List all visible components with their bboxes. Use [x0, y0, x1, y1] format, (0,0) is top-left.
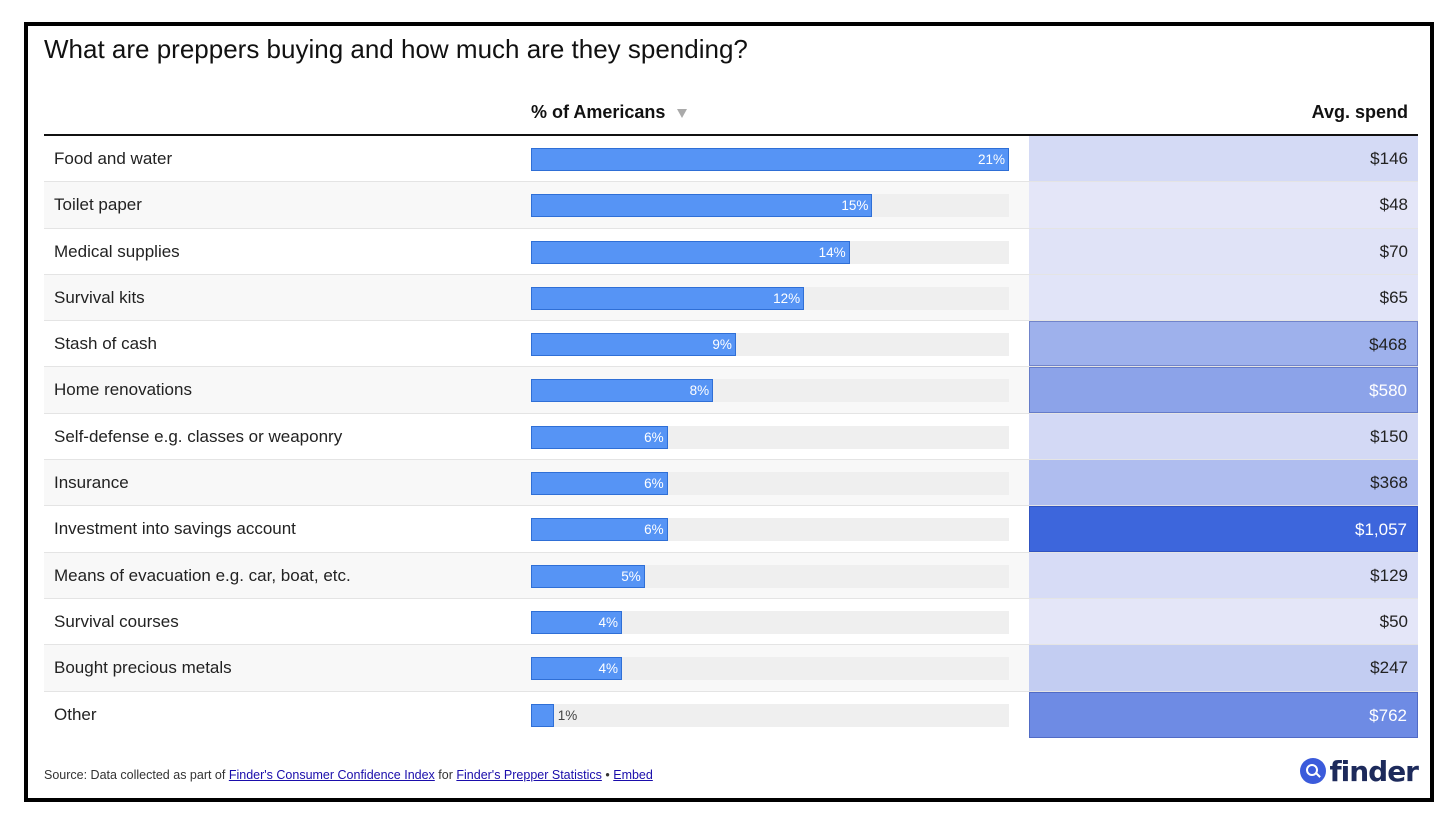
pct-value-label: 6%	[644, 429, 664, 445]
bar-track: 4%	[531, 610, 1009, 634]
pct-bar	[531, 703, 554, 727]
table-row: Bought precious metals 4% $247	[44, 645, 1418, 692]
row-label: Stash of cash	[54, 334, 158, 354]
pct-bar	[531, 425, 668, 449]
chart-title: What are preppers buying and how much ar…	[44, 34, 748, 64]
pct-value-label: 21%	[977, 152, 1005, 167]
avg-spend-cell: $1,057	[1029, 506, 1418, 552]
row-label: Bought precious metals	[54, 658, 232, 678]
pct-bar	[531, 610, 623, 634]
bar-track: 21%	[531, 148, 1009, 171]
table-row: Food and water 21% $146	[44, 136, 1418, 183]
chart-frame: What are preppers buying and how much ar…	[24, 22, 1434, 802]
avg-spend-cell: $146	[1029, 136, 1418, 182]
column-header-pct-label: % of Americans	[531, 102, 666, 122]
pct-bar	[531, 333, 736, 357]
pct-value-label: 5%	[621, 568, 641, 584]
avg-spend-cell: $65	[1029, 274, 1418, 321]
pct-bar	[531, 286, 805, 310]
pct-value-label: 8%	[689, 383, 710, 399]
bar-track: 1%	[531, 703, 1009, 727]
pct-value-label: 1%	[557, 707, 578, 723]
row-label: Survival courses	[54, 611, 179, 631]
table-row: Survival kits 12% $65	[44, 274, 1418, 322]
bar-track: 6%	[531, 425, 1009, 449]
bar-track: 6%	[531, 472, 1009, 496]
column-header-pct[interactable]: % of Americans	[531, 102, 688, 123]
bar-track: 6%	[531, 518, 1009, 542]
bar-track: 9%	[531, 333, 1009, 357]
bar-track: 15%	[531, 194, 1009, 218]
pct-value-label: 6%	[644, 522, 664, 538]
bar-track: 14%	[531, 240, 1009, 264]
table-row: Medical supplies 14% $70	[44, 228, 1418, 275]
row-label: Means of evacuation e.g. car, boat, etc.	[54, 565, 351, 585]
logo-text: finder	[1329, 754, 1419, 788]
table-row: Insurance 6% $368	[44, 460, 1418, 507]
bar-track: 5%	[531, 564, 1009, 588]
row-label: Self-defense e.g. classes or weaponry	[54, 426, 343, 446]
pct-value-label: 12%	[773, 290, 801, 306]
avg-spend-cell: $48	[1029, 182, 1418, 228]
embed-link[interactable]: Embed	[613, 768, 653, 782]
pct-value-label: 14%	[818, 244, 846, 260]
table-header: % of Americans Avg. spend	[44, 96, 1418, 136]
bar-track: 4%	[531, 657, 1009, 681]
sort-descending-icon[interactable]	[677, 108, 688, 118]
row-label: Survival kits	[54, 287, 145, 307]
pct-bar	[531, 148, 1009, 171]
pct-value-label: 6%	[644, 476, 664, 492]
pct-bar	[531, 518, 668, 542]
table-row: Stash of cash 9% $468	[44, 321, 1418, 368]
avg-spend-cell: $468	[1029, 321, 1418, 367]
consumer-confidence-link[interactable]: Finder's Consumer Confidence Index	[228, 768, 435, 782]
row-label: Toilet paper	[54, 195, 142, 215]
pct-bar	[531, 657, 623, 681]
avg-spend-cell: $580	[1029, 367, 1418, 413]
column-header-spend[interactable]: Avg. spend	[1311, 102, 1408, 122]
pct-bar	[531, 472, 668, 496]
avg-spend-cell: $129	[1029, 552, 1418, 598]
row-label: Insurance	[54, 473, 129, 493]
avg-spend-cell: $247	[1029, 645, 1418, 691]
pct-value-label: 9%	[712, 337, 732, 353]
pct-bar	[531, 379, 714, 403]
table-row: Investment into savings account 6% $1,057	[44, 506, 1418, 553]
bar-track: 12%	[531, 286, 1009, 310]
table-row: Home renovations 8% $580	[44, 367, 1418, 414]
magnifier-icon	[1300, 758, 1327, 784]
table-row: Self-defense e.g. classes or weaponry 6% $…	[44, 413, 1418, 461]
table-row: Toilet paper 15% $48	[44, 182, 1418, 229]
finder-logo[interactable]: finder	[1300, 754, 1419, 788]
pct-bar	[531, 240, 850, 264]
pct-value-label: 4%	[598, 661, 619, 677]
avg-spend-cell: $70	[1029, 228, 1418, 274]
pct-bar	[531, 564, 645, 588]
footer-separator: •	[605, 768, 610, 782]
source-footer: Source: Data collected as part of Finder…	[44, 768, 653, 782]
table-row: Other 1% $762	[44, 691, 1418, 738]
avg-spend-cell: $150	[1029, 413, 1418, 460]
prepper-statistics-link[interactable]: Finder's Prepper Statistics	[456, 768, 602, 782]
avg-spend-cell: $762	[1029, 691, 1418, 738]
avg-spend-cell: $368	[1029, 460, 1418, 506]
pct-value-label: 15%	[841, 198, 869, 214]
row-label: Medical supplies	[54, 241, 180, 261]
row-label: Investment into savings account	[54, 519, 296, 539]
pct-value-label: 4%	[598, 614, 619, 630]
source-prefix: Source: Data collected as part of	[44, 768, 226, 782]
row-label: Food and water	[54, 149, 173, 168]
table-row: Means of evacuation e.g. car, boat, etc.…	[44, 552, 1418, 599]
row-label: Home renovations	[54, 380, 192, 400]
avg-spend-cell: $50	[1029, 598, 1418, 645]
for-text: for	[438, 768, 453, 782]
pct-bar	[531, 194, 873, 218]
table-body: Food and water 21% $146 Toilet paper 15% $48 M…	[44, 136, 1418, 738]
bar-track: 8%	[531, 379, 1009, 403]
row-label: Other	[54, 704, 97, 724]
table-row: Survival courses 4% $50	[44, 598, 1418, 646]
